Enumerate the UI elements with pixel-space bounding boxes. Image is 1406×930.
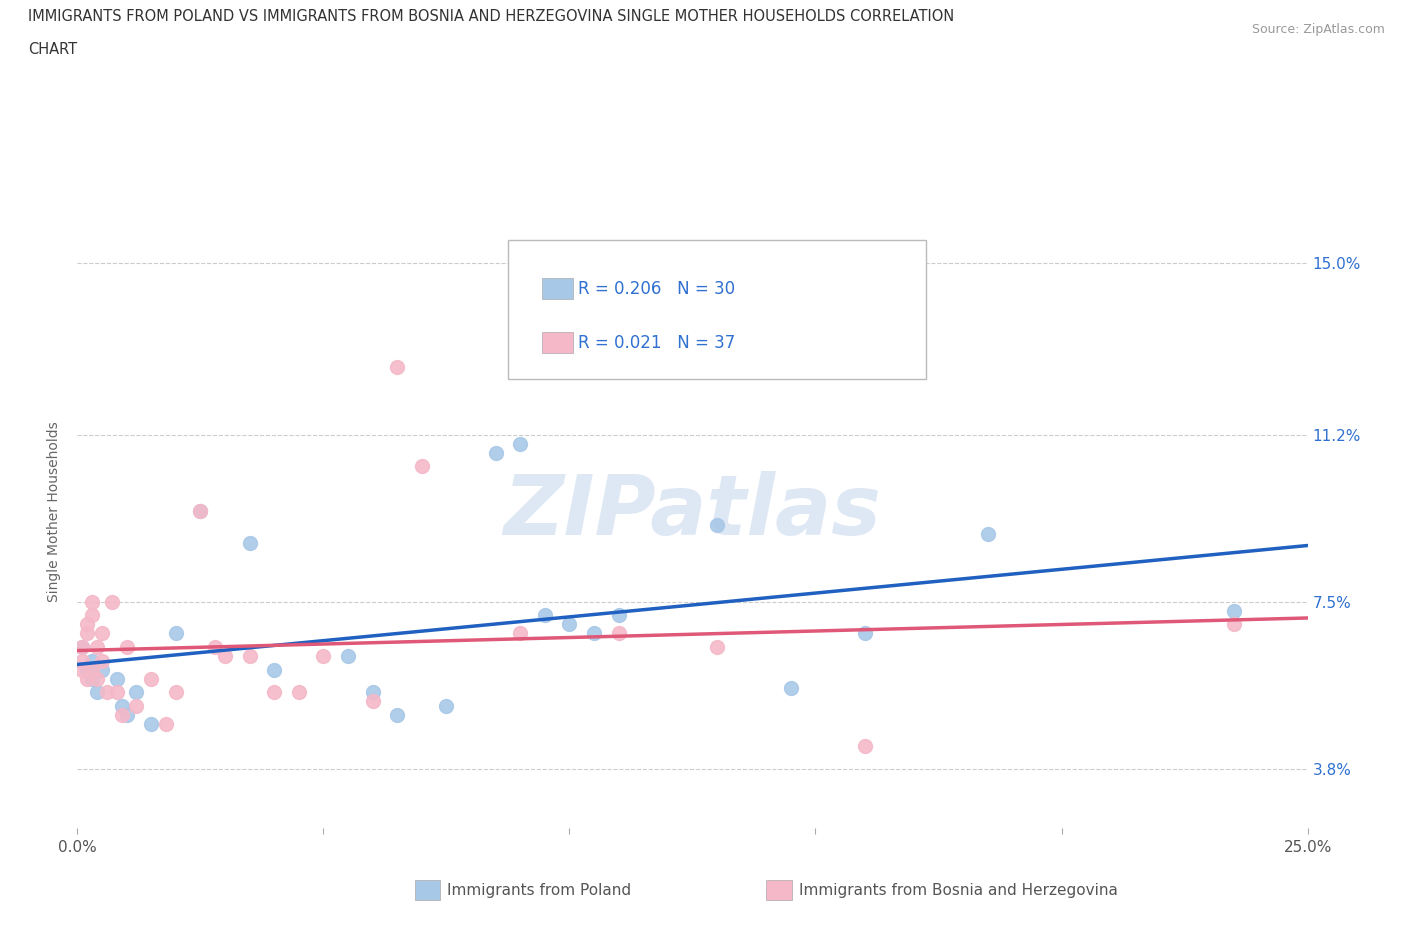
Point <box>387 708 409 723</box>
Point <box>509 626 531 641</box>
Point <box>977 526 1000 541</box>
Text: ZIPatlas: ZIPatlas <box>503 471 882 552</box>
Text: R = 0.206   N = 30: R = 0.206 N = 30 <box>578 280 735 298</box>
Text: Immigrants from Bosnia and Herzegovina: Immigrants from Bosnia and Herzegovina <box>799 883 1118 897</box>
Point <box>86 684 108 699</box>
Point <box>534 608 557 623</box>
Point <box>82 594 104 609</box>
Point <box>105 671 128 686</box>
Text: R = 0.021   N = 37: R = 0.021 N = 37 <box>578 335 735 352</box>
FancyBboxPatch shape <box>543 278 572 299</box>
Point <box>190 504 212 519</box>
Point <box>125 684 148 699</box>
Point <box>111 698 132 713</box>
Point <box>263 662 285 677</box>
Point <box>82 671 104 686</box>
Point <box>361 694 384 709</box>
FancyBboxPatch shape <box>508 240 927 379</box>
Point <box>706 640 728 655</box>
Point <box>101 594 124 609</box>
Point <box>70 640 93 655</box>
Point <box>607 608 630 623</box>
Point <box>436 698 458 713</box>
Point <box>115 640 138 655</box>
Point <box>70 653 93 668</box>
Point <box>190 504 212 519</box>
Point <box>86 640 108 655</box>
Point <box>82 608 104 623</box>
Point <box>70 662 93 677</box>
Point <box>165 684 187 699</box>
Point <box>141 671 163 686</box>
Point <box>706 518 728 533</box>
Text: Immigrants from Poland: Immigrants from Poland <box>447 883 631 897</box>
Point <box>411 458 433 473</box>
Point <box>76 671 98 686</box>
Point <box>583 626 606 641</box>
Point <box>115 708 138 723</box>
Point <box>239 648 262 663</box>
Point <box>387 360 409 375</box>
Point <box>96 684 118 699</box>
Point <box>853 739 876 754</box>
Point <box>82 653 104 668</box>
Point <box>90 626 114 641</box>
Point <box>111 708 132 723</box>
Text: IMMIGRANTS FROM POLAND VS IMMIGRANTS FROM BOSNIA AND HERZEGOVINA SINGLE MOTHER H: IMMIGRANTS FROM POLAND VS IMMIGRANTS FRO… <box>28 9 955 24</box>
Text: Source: ZipAtlas.com: Source: ZipAtlas.com <box>1251 23 1385 36</box>
Point <box>90 662 114 677</box>
Point <box>558 617 581 631</box>
FancyBboxPatch shape <box>543 332 572 353</box>
Point <box>1223 604 1246 618</box>
Y-axis label: Single Mother Households: Single Mother Households <box>48 421 62 602</box>
Point <box>76 626 98 641</box>
Text: CHART: CHART <box>28 42 77 57</box>
Point <box>70 640 93 655</box>
Point <box>105 684 128 699</box>
Point <box>155 716 177 731</box>
Point <box>263 684 285 699</box>
Point <box>288 684 311 699</box>
Point <box>312 648 335 663</box>
Point <box>90 653 114 668</box>
Point <box>76 617 98 631</box>
Point <box>125 698 148 713</box>
Point <box>509 436 531 451</box>
Point <box>239 536 262 551</box>
Point <box>361 684 384 699</box>
Point <box>82 662 104 677</box>
Point <box>485 445 508 460</box>
Point <box>165 626 187 641</box>
Point <box>76 662 98 677</box>
Point <box>141 716 163 731</box>
Point <box>204 640 226 655</box>
Point <box>86 671 108 686</box>
Point <box>780 680 803 695</box>
Point <box>214 648 236 663</box>
Point <box>337 648 360 663</box>
Point <box>607 626 630 641</box>
Point <box>1223 617 1246 631</box>
Point <box>853 626 876 641</box>
